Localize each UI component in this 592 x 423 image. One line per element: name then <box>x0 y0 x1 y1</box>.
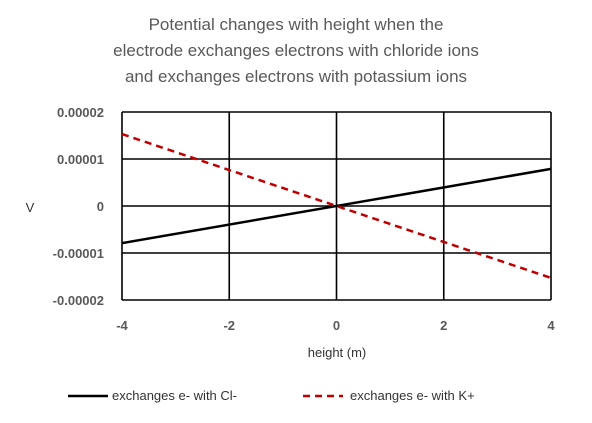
y-tick-label-3: -0.00001 <box>53 246 104 261</box>
legend: exchanges e- with Cl- exchanges e- with … <box>68 388 475 403</box>
x-tick-label-4: 4 <box>547 318 555 333</box>
legend-label-k: exchanges e- with K+ <box>350 388 475 403</box>
series-line-k <box>121 132 552 280</box>
x-tick-label-3: 2 <box>440 318 447 333</box>
x-tick-label-0: -4 <box>116 318 128 333</box>
y-tick-label-1: 0.00001 <box>57 152 104 167</box>
legend-label-cl: exchanges e- with Cl- <box>112 388 237 403</box>
x-tick-labels: -4 -2 0 2 4 <box>116 318 555 333</box>
series-lines <box>121 132 552 280</box>
y-tick-label-0: 0.00002 <box>57 105 104 120</box>
y-tick-label-2: 0 <box>97 199 104 214</box>
y-tick-label-4: -0.00002 <box>53 293 104 308</box>
x-axis-label: height (m) <box>308 345 367 360</box>
y-axis-label: V <box>26 200 35 215</box>
x-tick-label-2: 0 <box>333 318 340 333</box>
series-line-cl <box>121 167 552 245</box>
chart-title-line-3: and exchanges electrons with potassium i… <box>125 67 467 86</box>
chart-title: Potential changes with height when the e… <box>113 15 479 86</box>
chart-title-line-1: Potential changes with height when the <box>149 15 444 34</box>
chart-title-line-2: electrode exchanges electrons with chlor… <box>113 41 479 60</box>
y-tick-labels: 0.00002 0.00001 0 -0.00001 -0.00002 <box>53 105 104 308</box>
x-tick-label-1: -2 <box>223 318 235 333</box>
